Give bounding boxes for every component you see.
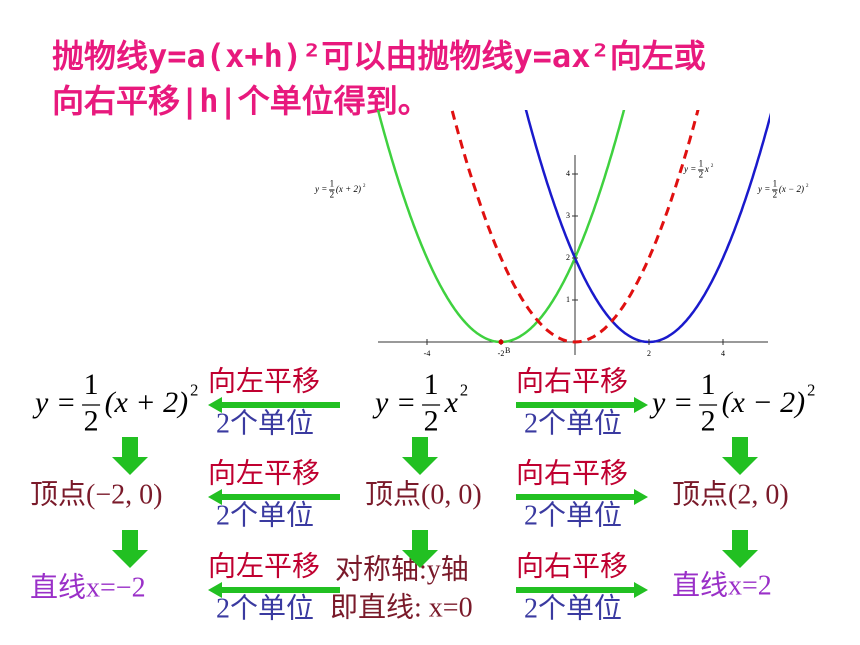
shift-arrow-head [208,582,222,598]
shift-text: 向左平移 [208,550,320,582]
shift-arrow [516,402,636,408]
vertex-text: 顶点(0, 0) [365,479,482,510]
shift-arrow [220,494,340,500]
point [498,339,504,345]
down-arrow [732,437,748,457]
down-arrow-head [112,457,148,475]
down-arrow [412,437,428,457]
formula-exp: 2 [460,380,468,399]
formula-lhs: y = [372,386,416,419]
shift-arrow-head [634,489,648,505]
x-tick-label: -2 [498,349,505,358]
y-tick-label: 1 [566,295,570,304]
fraction-num: 1 [699,159,704,169]
formula-lhs: y = [314,184,327,194]
formula-exp: 2 [711,164,714,169]
title-line: 抛物线y=a(x+h)²可以由抛物线y=ax²向左或 [52,37,706,75]
formula-body: x [704,164,709,174]
fraction-num: 1 [330,179,335,189]
down-arrow [732,530,748,550]
axis-text: 直线x=−2 [30,571,146,603]
x-tick-label: 4 [721,349,725,358]
shift-text: 2个单位 [524,499,622,531]
shift-arrow-head [634,397,648,413]
fraction-den: 2 [773,190,778,200]
shift-arrow [516,494,636,500]
formula-body: (x − 2) [779,184,804,194]
title-line: 向右平移|h|个单位得到。 [52,82,430,121]
shift-text: 2个单位 [216,407,314,439]
shift-text: 2个单位 [216,592,314,624]
formula-exp: 2 [806,184,809,189]
formula-exp: 2 [190,380,198,399]
down-arrow-head [112,550,148,568]
axis-text: 直线x=2 [672,569,772,601]
formula-body: (x + 2) [336,184,361,194]
formula-exp: 2 [807,380,815,399]
axis-text: 对称轴:y轴 [335,553,469,585]
shift-text: 2个单位 [524,592,622,624]
formula-exp: 2 [363,184,366,189]
formula-body: (x + 2) [105,386,189,419]
down-arrow [122,437,138,457]
fraction-den: 2 [330,190,335,200]
down-arrow-head [722,457,758,475]
shift-text: 向右平移 [516,457,628,489]
formula-body: (x − 2) [722,386,806,419]
shift-text: 向右平移 [516,365,628,397]
down-arrow-head [722,550,758,568]
fraction-num: 1 [773,179,778,189]
shift-text: 向左平移 [208,457,320,489]
fraction-den: 2 [424,404,439,437]
shift-text: 2个单位 [524,407,622,439]
y-tick-label: 3 [566,211,570,220]
shift-arrow-head [208,489,222,505]
fraction-den: 2 [699,170,704,180]
axis-text: 即直线: x=0 [330,591,473,623]
shift-text: 2个单位 [216,499,314,531]
fraction-den: 2 [701,404,716,437]
y-tick-label: 2 [566,253,570,262]
shift-text: 向右平移 [516,550,628,582]
x-tick-label: -4 [424,349,431,358]
down-arrow [122,530,138,550]
point-label: B [505,346,510,355]
x-tick-label: 2 [647,349,651,358]
shift-arrow [516,587,636,593]
fraction-den: 2 [84,404,99,437]
fraction-num: 1 [701,368,716,401]
vertex-text: 顶点(−2, 0) [30,479,162,510]
parabola [450,110,700,344]
formula-lhs: y = [649,386,693,419]
down-arrow [412,530,428,550]
vertex-text: 顶点(2, 0) [672,479,789,510]
down-arrow-head [402,550,438,568]
formula-lhs: y = [757,184,770,194]
formula-lhs: y = [683,164,696,174]
fraction-num: 1 [424,368,439,401]
formula-lhs: y = [32,386,76,419]
y-tick-label: 4 [566,169,570,178]
fraction-num: 1 [84,368,99,401]
shift-arrow [220,402,340,408]
shift-arrow [220,587,340,593]
formula-body: x [444,386,459,419]
down-arrow-head [402,457,438,475]
shift-text: 向左平移 [208,365,320,397]
shift-arrow-head [634,582,648,598]
shift-arrow-head [208,397,222,413]
